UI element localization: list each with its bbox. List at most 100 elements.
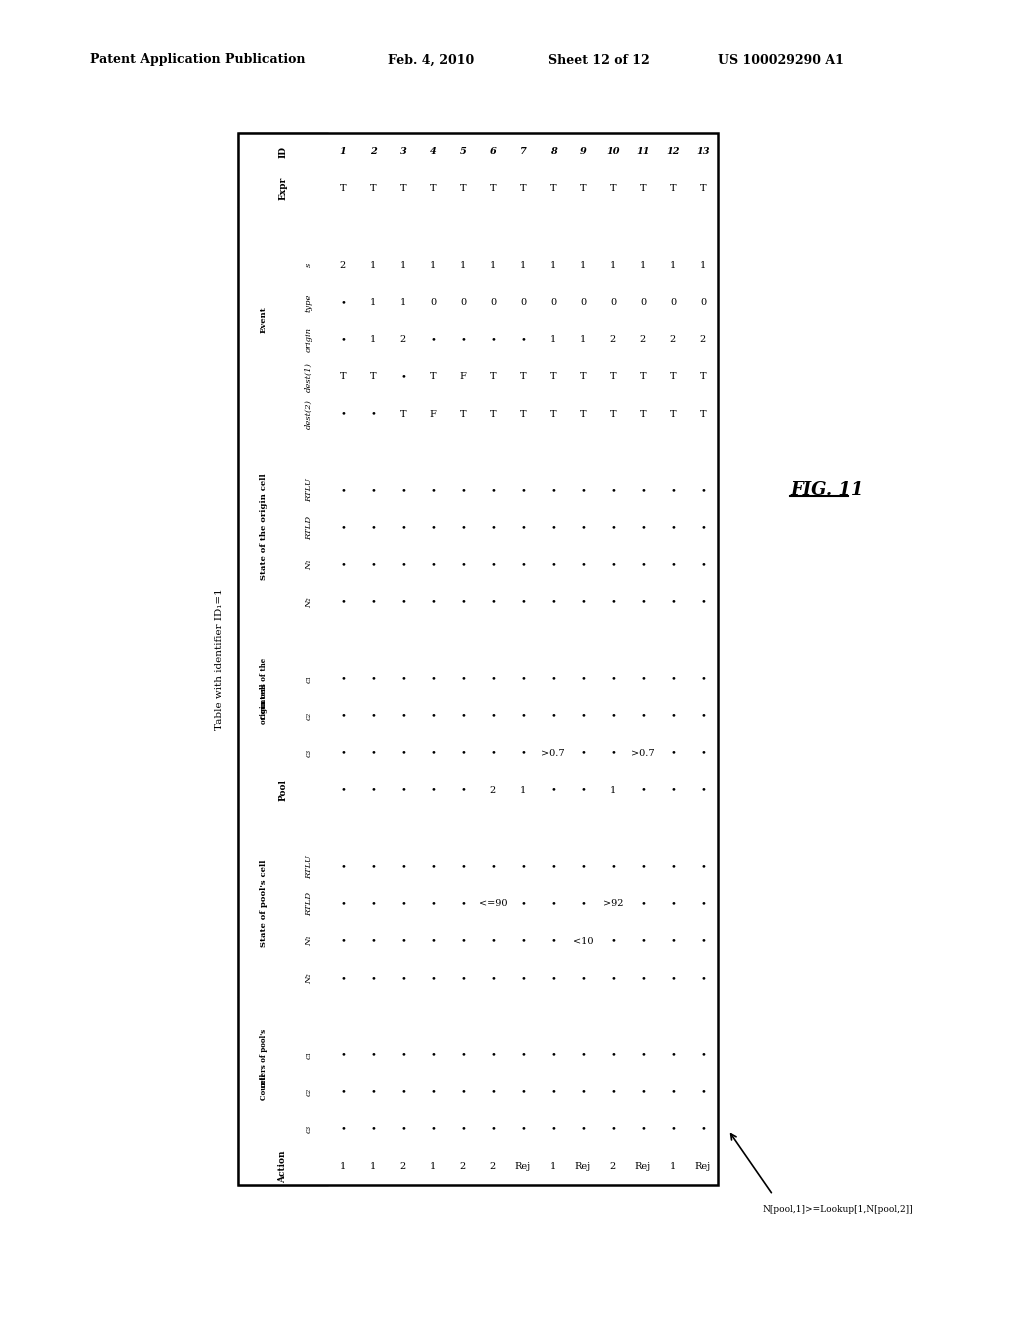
Text: 2: 2 <box>610 1162 616 1171</box>
Text: •: • <box>520 335 526 345</box>
Text: •: • <box>370 937 376 945</box>
Text: 12: 12 <box>667 147 680 156</box>
Text: ID: ID <box>279 145 288 157</box>
Text: •: • <box>460 523 466 532</box>
Bar <box>508 1073 538 1110</box>
Text: T: T <box>520 409 526 418</box>
Bar <box>449 473 478 510</box>
Text: 1: 1 <box>610 261 616 269</box>
Text: RTLD: RTLD <box>305 892 313 916</box>
Bar <box>478 433 508 473</box>
Bar <box>238 809 290 997</box>
Bar <box>538 170 568 207</box>
Text: •: • <box>490 974 496 983</box>
Bar <box>628 396 658 433</box>
Text: •: • <box>400 748 406 758</box>
Bar <box>388 284 418 321</box>
Bar <box>238 1148 328 1185</box>
Bar <box>388 583 418 620</box>
Text: •: • <box>490 937 496 945</box>
Bar <box>658 473 688 510</box>
Bar <box>418 170 449 207</box>
Bar <box>290 284 328 321</box>
Bar <box>568 886 598 923</box>
Bar <box>598 546 628 583</box>
Bar <box>418 133 449 170</box>
Text: •: • <box>610 598 616 607</box>
Bar <box>598 1148 628 1185</box>
Text: T: T <box>580 372 587 381</box>
Text: •: • <box>580 1125 586 1134</box>
Bar <box>290 358 328 396</box>
Bar <box>418 697 449 734</box>
Bar <box>688 247 718 284</box>
Text: •: • <box>430 1051 436 1059</box>
Text: T: T <box>550 185 556 193</box>
Bar <box>358 923 388 960</box>
Text: T: T <box>520 185 526 193</box>
Bar <box>358 207 388 247</box>
Bar <box>358 1110 388 1148</box>
Text: •: • <box>640 561 646 569</box>
Bar <box>568 473 598 510</box>
Text: •: • <box>670 561 676 569</box>
Text: •: • <box>700 899 706 908</box>
Text: •: • <box>700 1088 706 1097</box>
Bar <box>688 473 718 510</box>
Bar <box>478 396 508 433</box>
Bar <box>418 960 449 997</box>
Bar <box>688 997 718 1036</box>
Text: •: • <box>490 862 496 871</box>
Bar <box>568 809 598 849</box>
Bar <box>290 697 328 734</box>
Bar <box>568 697 598 734</box>
Text: 0: 0 <box>700 298 707 308</box>
Text: T: T <box>520 372 526 381</box>
Bar <box>328 997 358 1036</box>
Bar <box>290 734 328 772</box>
Bar <box>658 284 688 321</box>
Text: Rej: Rej <box>695 1162 711 1171</box>
Bar <box>328 1110 358 1148</box>
Bar <box>568 247 598 284</box>
Bar <box>628 772 658 809</box>
Bar <box>658 960 688 997</box>
Bar <box>538 1036 568 1073</box>
Text: FIG. 11: FIG. 11 <box>790 480 863 499</box>
Bar <box>328 546 358 583</box>
Bar <box>388 321 418 358</box>
Text: •: • <box>700 711 706 721</box>
Bar <box>658 207 688 247</box>
Bar <box>388 1036 418 1073</box>
Text: •: • <box>640 862 646 871</box>
Bar <box>598 358 628 396</box>
Text: •: • <box>460 675 466 684</box>
Text: •: • <box>640 1088 646 1097</box>
Text: 0: 0 <box>460 298 466 308</box>
Text: •: • <box>430 711 436 721</box>
Bar <box>418 473 449 510</box>
Bar <box>508 849 538 886</box>
Text: T: T <box>580 185 587 193</box>
Bar <box>449 660 478 697</box>
Text: •: • <box>610 1051 616 1059</box>
Bar <box>508 734 538 772</box>
Text: •: • <box>340 561 346 569</box>
Text: •: • <box>640 523 646 532</box>
Bar <box>358 170 388 207</box>
Text: •: • <box>580 598 586 607</box>
Text: •: • <box>640 974 646 983</box>
Bar <box>508 170 538 207</box>
Bar <box>478 1148 508 1185</box>
Bar <box>538 620 568 660</box>
Bar <box>688 1110 718 1148</box>
Text: 1: 1 <box>340 147 346 156</box>
Text: •: • <box>610 1125 616 1134</box>
Text: •: • <box>580 561 586 569</box>
Text: •: • <box>700 598 706 607</box>
Text: •: • <box>520 1088 526 1097</box>
Bar <box>449 849 478 886</box>
Text: c₃: c₃ <box>305 1125 313 1134</box>
Text: •: • <box>430 974 436 983</box>
Bar <box>538 997 568 1036</box>
